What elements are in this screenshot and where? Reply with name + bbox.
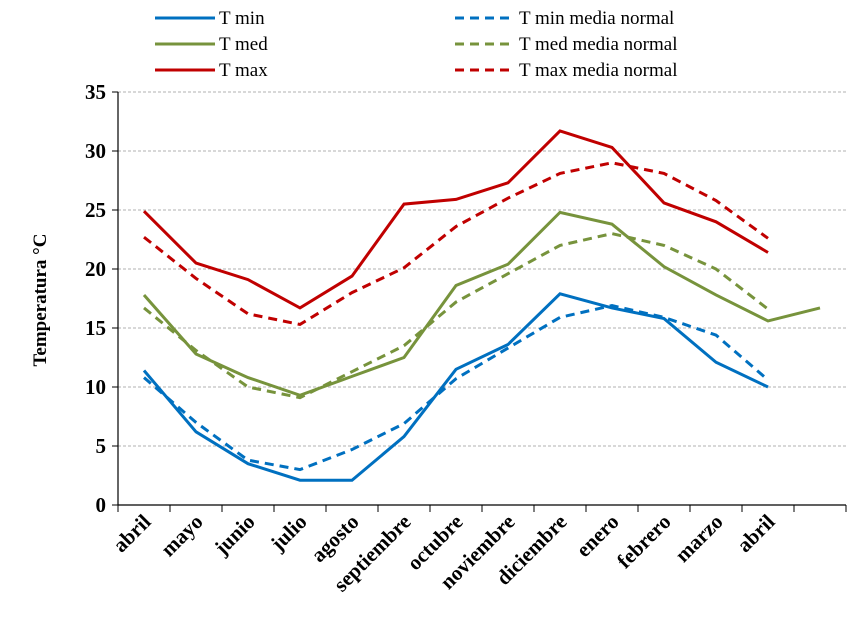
legend-label: T med [219,34,268,55]
x-tick-label: abril [732,509,780,557]
y-axis-label: Temperatura °C [30,233,51,366]
legend-label: T med media normal [519,34,677,55]
y-tick-label: 15 [85,316,106,340]
x-tick-label: febrero [612,510,675,573]
legend-label: T min [219,8,265,29]
x-tick-label: junio [209,510,260,561]
y-tick-label: 30 [85,139,106,163]
x-tick-label: marzo [670,510,727,567]
x-tick-label: julio [265,510,312,557]
y-tick-label: 25 [85,198,106,222]
x-tick-label: mayo [156,510,208,562]
y-tick-label: 20 [85,257,106,281]
y-tick-label: 10 [85,375,106,399]
series-line [142,292,769,482]
legend-label: T min media normal [519,8,674,29]
y-tick-label: 5 [96,434,107,458]
series-line [143,161,769,327]
series-line [143,232,769,400]
series-line [142,210,821,397]
legend-label: T max media normal [519,60,677,81]
series-line [142,129,769,310]
y-tick-label: 0 [96,493,107,517]
legend-label: T max [219,60,268,81]
y-tick-label: 35 [85,80,106,104]
x-tick-label: abril [108,509,156,557]
series-line [143,304,769,472]
